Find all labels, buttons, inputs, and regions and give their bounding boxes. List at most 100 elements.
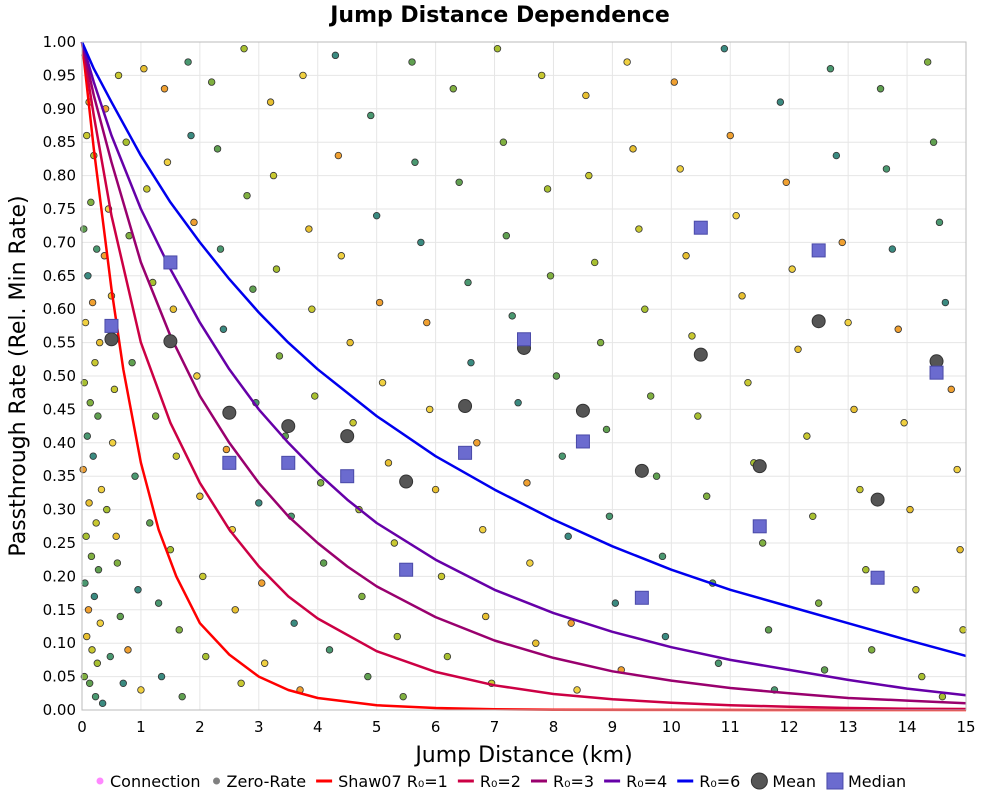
x-tick-label: 15 xyxy=(956,718,975,736)
y-tick-label: 0.35 xyxy=(43,467,76,485)
y-tick-label: 0.20 xyxy=(43,567,76,585)
scatter-point xyxy=(726,131,734,140)
scatter-point xyxy=(122,138,130,146)
grid xyxy=(81,41,967,711)
scatter-point xyxy=(523,479,531,487)
legend-label: Shaw07 R₀=1 xyxy=(338,772,448,791)
scatter-point xyxy=(367,111,375,120)
scatter-point xyxy=(103,505,111,514)
scatter-point xyxy=(275,352,284,360)
legend-item: Connection xyxy=(96,772,201,791)
y-tick-label: 0.00 xyxy=(43,701,76,719)
scatter-point xyxy=(92,519,100,527)
legend-item: R₀=3 xyxy=(530,772,594,791)
scatter-point xyxy=(106,652,114,661)
legend-label: Mean xyxy=(772,772,816,791)
scatter-point xyxy=(151,412,160,420)
scatter-point xyxy=(85,679,94,687)
scatter-point xyxy=(481,612,490,621)
scatter-point xyxy=(364,672,372,681)
scatter-point xyxy=(844,318,852,327)
scatter-point xyxy=(222,445,231,454)
x-tick-label: 1 xyxy=(136,718,146,736)
curve-r-2 xyxy=(80,41,967,711)
x-tick-label: 10 xyxy=(662,718,681,736)
curve-r-3 xyxy=(80,41,967,705)
y-tick-label: 0.50 xyxy=(43,367,76,385)
scatter-point xyxy=(237,679,245,687)
scatter-point xyxy=(744,378,752,387)
scatter-point xyxy=(202,652,210,661)
legend-label: Median xyxy=(848,772,906,791)
scatter-point xyxy=(175,626,183,634)
scatter-point xyxy=(479,525,487,534)
scatter-point xyxy=(408,58,416,66)
scatter-point xyxy=(543,185,552,193)
scatter-point xyxy=(814,599,823,607)
y-axis-ticks: 0.00 0.05 0.10 0.15 0.20 0.25 0.30 0.35 0.40 0.45… xyxy=(43,33,76,719)
mean-marker xyxy=(458,399,473,414)
scatter-point xyxy=(947,385,955,394)
scatter-point xyxy=(862,566,870,574)
x-tick-label: 9 xyxy=(608,718,618,736)
scatter-point xyxy=(187,131,195,140)
mean-marker xyxy=(163,334,178,349)
scatter-point xyxy=(803,432,811,440)
scatter-point xyxy=(605,512,614,520)
scatter-point xyxy=(714,659,723,667)
scatter-point xyxy=(935,218,944,227)
scatter-point xyxy=(676,165,684,173)
scatter-point xyxy=(499,138,508,146)
scatter-point xyxy=(196,492,204,500)
scatter-point xyxy=(82,532,90,541)
scatter-point xyxy=(467,358,475,367)
median-marker xyxy=(104,318,119,333)
scatter-point xyxy=(349,419,357,427)
scatter-point xyxy=(84,272,92,280)
scatter-point xyxy=(602,425,611,434)
scatter-point xyxy=(652,472,661,480)
y-tick-label: 0.70 xyxy=(43,233,76,251)
scatter-point xyxy=(375,298,384,307)
legend-item: Shaw07 R₀=1 xyxy=(316,772,448,791)
scatter-point xyxy=(514,399,522,407)
y-tick-label: 0.15 xyxy=(43,601,76,619)
scatter-point xyxy=(449,85,457,93)
x-tick-label: 13 xyxy=(839,718,858,736)
mean-marker xyxy=(634,463,649,478)
scatter-point xyxy=(243,191,251,200)
scatter-point xyxy=(868,646,876,654)
scatter-point xyxy=(912,586,920,594)
scatter-point xyxy=(85,499,93,507)
x-tick-label: 0 xyxy=(77,718,87,736)
scatter-point xyxy=(776,98,785,106)
curve-r-6 xyxy=(80,41,967,658)
scatter-point xyxy=(443,652,452,661)
scatter-point xyxy=(788,265,796,273)
scatter-point xyxy=(334,151,343,160)
scatter-point xyxy=(493,44,502,53)
median-marker xyxy=(340,469,355,484)
legend-label: R₀=6 xyxy=(699,772,740,791)
scatter-point xyxy=(97,485,106,494)
scatter-point xyxy=(455,178,463,186)
scatter-point xyxy=(108,439,117,447)
x-tick-label: 4 xyxy=(313,718,323,736)
legend-square-icon xyxy=(826,772,844,790)
scatter-point xyxy=(390,539,399,547)
mean-marker xyxy=(693,347,708,362)
y-tick-label: 0.55 xyxy=(43,334,76,352)
scatter-point xyxy=(464,278,472,287)
scatter-point xyxy=(929,138,938,146)
scatter-point xyxy=(98,699,107,708)
scatter-point xyxy=(647,392,655,400)
scatter-point xyxy=(80,378,89,387)
scatter-points xyxy=(79,44,967,708)
scatter-point xyxy=(782,178,790,186)
scatter-point xyxy=(437,572,446,581)
scatter-point xyxy=(95,338,104,347)
scatter-point xyxy=(900,419,908,427)
scatter-point xyxy=(794,345,802,353)
plot-frame xyxy=(81,41,967,711)
median-marker xyxy=(163,255,178,270)
